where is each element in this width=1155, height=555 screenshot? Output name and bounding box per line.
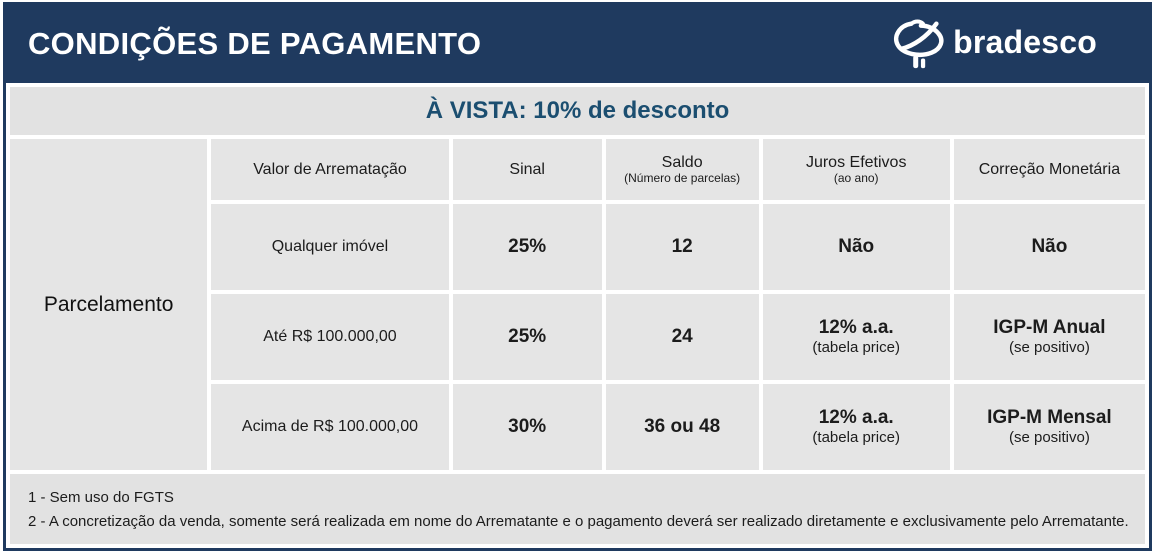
brand-logo: bradesco (890, 15, 1097, 73)
column-header-valor: Valor de Arrematação (211, 139, 449, 200)
header-bar: CONDIÇÕES DE PAGAMENTO bradesco (6, 5, 1149, 83)
cell-value: 36 ou 48 (644, 416, 721, 437)
cell-subvalue: (tabela price) (812, 428, 900, 446)
cell-value: IGP-M Anual (993, 316, 1106, 338)
footnotes: 1 - Sem uso do FGTS 2 - A concretização … (10, 474, 1145, 544)
row-group-label: Parcelamento (10, 139, 208, 470)
cell-subvalue: (tabela price) (812, 338, 900, 356)
cell-correcao-row2: IGP-M Anual (se positivo) (953, 294, 1145, 380)
column-label: Valor de Arrematação (253, 160, 407, 178)
cell-value: Não (1031, 236, 1068, 257)
cell-value: Qualquer imóvel (271, 238, 389, 255)
cell-sinal-row2: 25% (452, 294, 602, 380)
cell-value: 25% (508, 326, 547, 347)
footnote-2: 2 - A concretização da venda, somente se… (28, 512, 1129, 530)
column-sublabel: (Número de parcelas) (624, 170, 741, 185)
cell-subvalue: (se positivo) (1008, 428, 1090, 446)
cash-discount-banner: À VISTA: 10% de desconto (10, 87, 1145, 135)
cell-valor-row3: Acima de R$ 100.000,00 (211, 384, 449, 470)
cell-subvalue: (se positivo) (1008, 338, 1090, 356)
column-label: Correção Monetária (978, 160, 1121, 178)
cell-sinal-row1: 25% (452, 204, 602, 290)
column-header-saldo: Saldo (Número de parcelas) (605, 139, 759, 200)
cell-saldo-row3: 36 ou 48 (605, 384, 759, 470)
bradesco-tree-icon (890, 15, 948, 73)
cash-discount-text: À VISTA: 10% de desconto (425, 97, 730, 124)
cell-value: 12% a.a. (818, 406, 894, 428)
cell-correcao-row1: Não (953, 204, 1145, 290)
page-title: CONDIÇÕES DE PAGAMENTO (28, 26, 482, 61)
cell-juros-row3: 12% a.a. (tabela price) (762, 384, 950, 470)
brand-name: bradesco (953, 24, 1097, 60)
cell-value: 24 (671, 326, 693, 347)
content-area: À VISTA: 10% de desconto Parcelamento Va… (6, 83, 1149, 548)
footnote-1: 1 - Sem uso do FGTS (28, 488, 174, 506)
cell-value: Não (838, 236, 875, 257)
cell-juros-row1: Não (762, 204, 950, 290)
column-label: Sinal (509, 160, 545, 178)
column-label: Juros Efetivos (805, 153, 907, 171)
cell-valor-row1: Qualquer imóvel (211, 204, 449, 290)
cell-value: 30% (508, 416, 547, 437)
cell-saldo-row1: 12 (605, 204, 759, 290)
column-header-juros: Juros Efetivos (ao ano) (762, 139, 950, 200)
cell-value: 25% (508, 236, 547, 257)
column-header-correcao: Correção Monetária (953, 139, 1145, 200)
cell-juros-row2: 12% a.a. (tabela price) (762, 294, 950, 380)
cell-value: Até R$ 100.000,00 (263, 328, 397, 345)
payment-conditions-table: Parcelamento Valor de Arrematação Sinal … (10, 139, 1145, 470)
column-label: Saldo (661, 153, 703, 171)
payment-conditions-panel: CONDIÇÕES DE PAGAMENTO bradesco À VISTA:… (3, 2, 1152, 551)
cell-saldo-row2: 24 (605, 294, 759, 380)
cell-value: IGP-M Mensal (987, 406, 1112, 428)
column-sublabel: (ao ano) (833, 170, 879, 185)
cell-value: Acima de R$ 100.000,00 (241, 418, 419, 435)
cell-value: 12% a.a. (818, 316, 894, 338)
cell-valor-row2: Até R$ 100.000,00 (211, 294, 449, 380)
cell-sinal-row3: 30% (452, 384, 602, 470)
cell-correcao-row3: IGP-M Mensal (se positivo) (953, 384, 1145, 470)
column-header-sinal: Sinal (452, 139, 602, 200)
cell-value: 12 (671, 236, 693, 257)
